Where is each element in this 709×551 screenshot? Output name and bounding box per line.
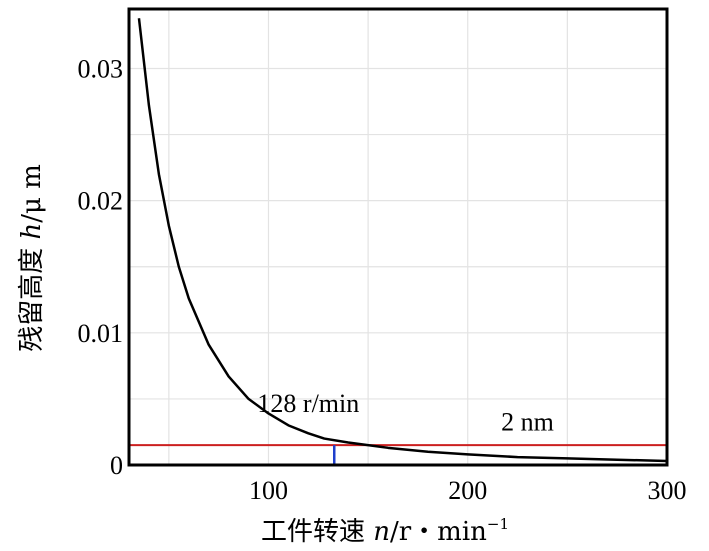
plot-frame <box>127 7 669 467</box>
x-tick-label: 300 <box>648 476 687 505</box>
y-tick-labels: 0 0.01 0.02 0.03 <box>78 54 124 480</box>
x-axis-title-sup: −1 <box>487 515 509 533</box>
x-axis-title-var: n <box>373 517 390 547</box>
x-axis-title-prefix: 工件转速 <box>261 517 373 547</box>
series-layer <box>137 18 668 463</box>
x-tick-label: 200 <box>448 476 487 505</box>
x-axis-title-unit: /r・min <box>390 517 487 547</box>
grid <box>129 9 667 465</box>
annotation-label: 2 nm <box>501 408 554 437</box>
reference-layer <box>129 444 667 465</box>
y-axis-title-prefix: 残留高度 <box>17 240 47 352</box>
x-tick-labels: 100 200 300 <box>249 476 687 505</box>
y-axis-title: 残留高度 h/μ m <box>17 164 47 352</box>
y-tick-label: 0.02 <box>78 187 124 216</box>
y-axis-title-unit: /μ m <box>17 164 47 223</box>
y-tick-label: 0.01 <box>78 319 124 348</box>
x-axis-title: 工件转速 n/r・min−1 <box>261 515 509 547</box>
y-tick-label: 0.03 <box>78 54 124 83</box>
y-axis-title-var: h <box>17 223 47 240</box>
x-tick-label: 100 <box>249 476 288 505</box>
series-line-0 <box>137 18 668 463</box>
y-tick-label: 0 <box>110 451 123 480</box>
annotation-label: 128 r/min <box>257 389 359 418</box>
annotations: 128 r/min 2 nm <box>257 389 553 437</box>
